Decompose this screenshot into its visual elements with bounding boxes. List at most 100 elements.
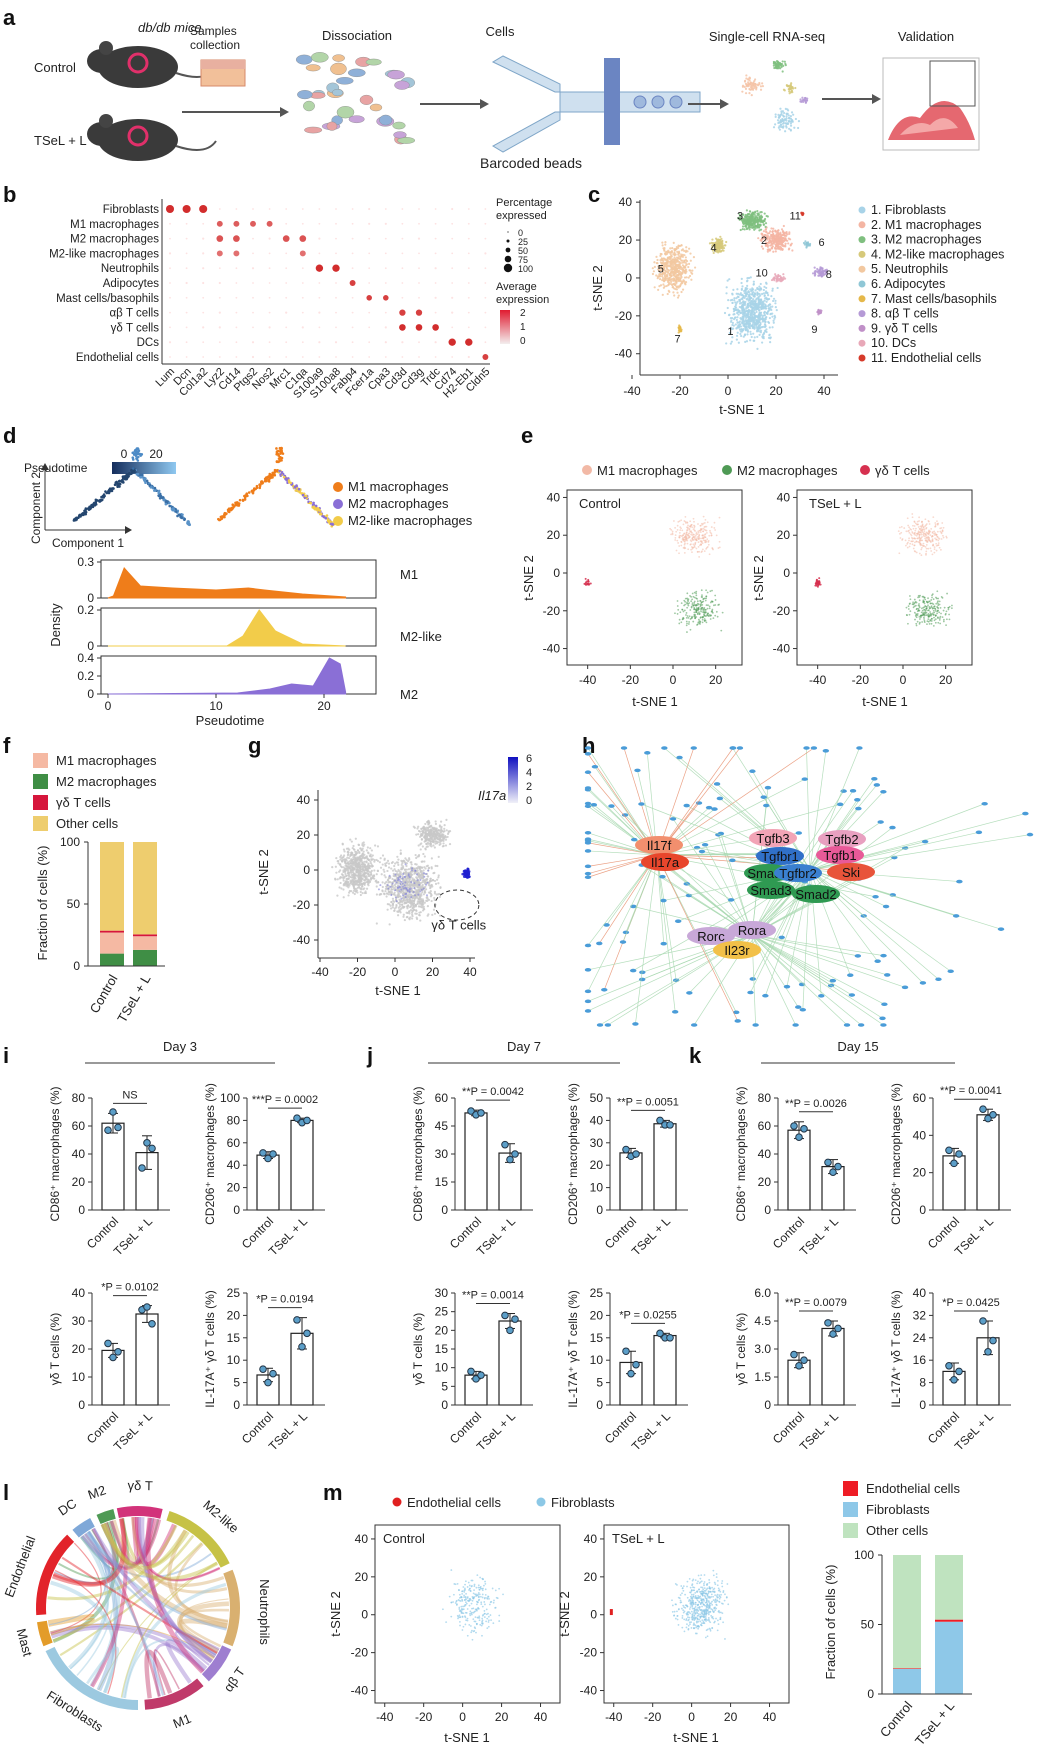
trajectory-point bbox=[281, 452, 285, 455]
cell-point bbox=[779, 235, 782, 238]
cell-point bbox=[371, 854, 374, 857]
panel-letter-h: h bbox=[582, 733, 595, 758]
cell-point bbox=[700, 607, 702, 610]
cell-point bbox=[912, 601, 914, 604]
expression-dot bbox=[418, 267, 420, 270]
expression-dot bbox=[448, 338, 456, 346]
expression-dot bbox=[418, 282, 420, 284]
stacked-bar-segment bbox=[100, 932, 124, 954]
cell-point bbox=[921, 524, 924, 527]
track-label: M2-like bbox=[400, 629, 442, 644]
expression-dot bbox=[285, 296, 288, 299]
legend-swatch bbox=[582, 465, 592, 475]
panel-letter-j: j bbox=[366, 1043, 373, 1068]
cell-point bbox=[915, 616, 918, 619]
cell-point bbox=[697, 531, 700, 534]
expression-dot bbox=[401, 208, 404, 210]
cell-point bbox=[936, 606, 939, 609]
cell-point bbox=[909, 610, 912, 613]
expression-dot bbox=[268, 208, 271, 210]
cell-point bbox=[923, 618, 926, 620]
cell-point bbox=[799, 98, 802, 101]
expression-dot bbox=[185, 281, 188, 285]
cell-point bbox=[943, 606, 946, 609]
cell-point bbox=[370, 869, 373, 873]
expression-dot bbox=[218, 281, 221, 285]
cell-point bbox=[745, 280, 749, 283]
trajectory-point bbox=[251, 489, 254, 493]
expression-dot bbox=[401, 267, 404, 270]
cell-point bbox=[910, 540, 913, 543]
cell-point bbox=[749, 276, 752, 279]
cell-point bbox=[777, 229, 780, 232]
cell-point bbox=[946, 592, 948, 595]
trajectory-point bbox=[217, 517, 220, 521]
cell-point bbox=[780, 228, 784, 231]
trajectory-point bbox=[293, 485, 297, 489]
cell-point bbox=[936, 530, 939, 533]
cell-point bbox=[814, 269, 817, 273]
cell-point bbox=[756, 286, 759, 290]
expression-dot bbox=[467, 296, 470, 299]
expression-dot bbox=[384, 222, 387, 225]
x-axis-label: t-SNE 1 bbox=[862, 694, 908, 709]
group-tsel: TSeL + L bbox=[34, 133, 87, 148]
cell-point bbox=[359, 890, 362, 894]
cell-point bbox=[796, 126, 800, 130]
cell-point bbox=[748, 315, 751, 318]
trajectory-point bbox=[280, 459, 283, 462]
dissociated-cell bbox=[365, 58, 382, 66]
expression-dot bbox=[415, 324, 423, 331]
cell-point bbox=[691, 598, 694, 601]
cell-point bbox=[917, 531, 920, 534]
cell-point bbox=[676, 291, 679, 294]
cell-point bbox=[942, 536, 945, 539]
expression-dot bbox=[185, 356, 188, 358]
legend-item: M2 macrophages bbox=[56, 774, 157, 789]
cell-point bbox=[816, 267, 819, 271]
cell-point bbox=[361, 877, 364, 880]
cell-point bbox=[361, 843, 364, 847]
cluster-label: 9 bbox=[811, 324, 817, 336]
cell-point bbox=[721, 241, 724, 245]
expression-dot bbox=[467, 311, 470, 314]
cell-point bbox=[697, 523, 699, 525]
expression-dot bbox=[268, 296, 271, 299]
expression-dot bbox=[451, 252, 454, 255]
expression-dot bbox=[266, 220, 273, 227]
cell-point bbox=[765, 286, 768, 290]
cell-point bbox=[918, 520, 920, 522]
trajectory-point bbox=[223, 511, 227, 515]
cell-point bbox=[369, 847, 372, 850]
cell-point bbox=[685, 614, 687, 616]
trajectory-point bbox=[117, 482, 121, 486]
cell-point bbox=[699, 603, 702, 606]
mouse-ear bbox=[99, 114, 113, 128]
cell-point bbox=[898, 552, 901, 555]
cell-point bbox=[786, 233, 789, 236]
cell-point bbox=[670, 266, 673, 269]
trajectory-point bbox=[168, 504, 171, 508]
cell-point bbox=[787, 242, 790, 245]
cell-point bbox=[681, 288, 685, 291]
expression-dot bbox=[235, 267, 238, 270]
cell-point bbox=[805, 241, 808, 245]
cell-point bbox=[917, 537, 919, 540]
expression-dot bbox=[301, 311, 304, 314]
cell-point bbox=[772, 126, 776, 129]
cell-point bbox=[718, 546, 721, 549]
cell-point bbox=[817, 583, 820, 586]
cell-point bbox=[665, 273, 669, 276]
cell-point bbox=[750, 311, 753, 315]
mouse-ear bbox=[99, 41, 113, 55]
legend-item: 8. αβ T cells bbox=[871, 307, 939, 321]
trajectory-point bbox=[183, 517, 186, 521]
expression-dot bbox=[484, 282, 487, 284]
legend-item: 4. M2-like macrophages bbox=[871, 247, 1004, 261]
cell-point bbox=[935, 538, 938, 541]
panel-letter-l: l bbox=[3, 1480, 9, 1505]
cell-point bbox=[790, 111, 794, 114]
cell-point bbox=[765, 281, 768, 284]
cell-point bbox=[700, 527, 702, 530]
cell-point bbox=[715, 610, 718, 613]
